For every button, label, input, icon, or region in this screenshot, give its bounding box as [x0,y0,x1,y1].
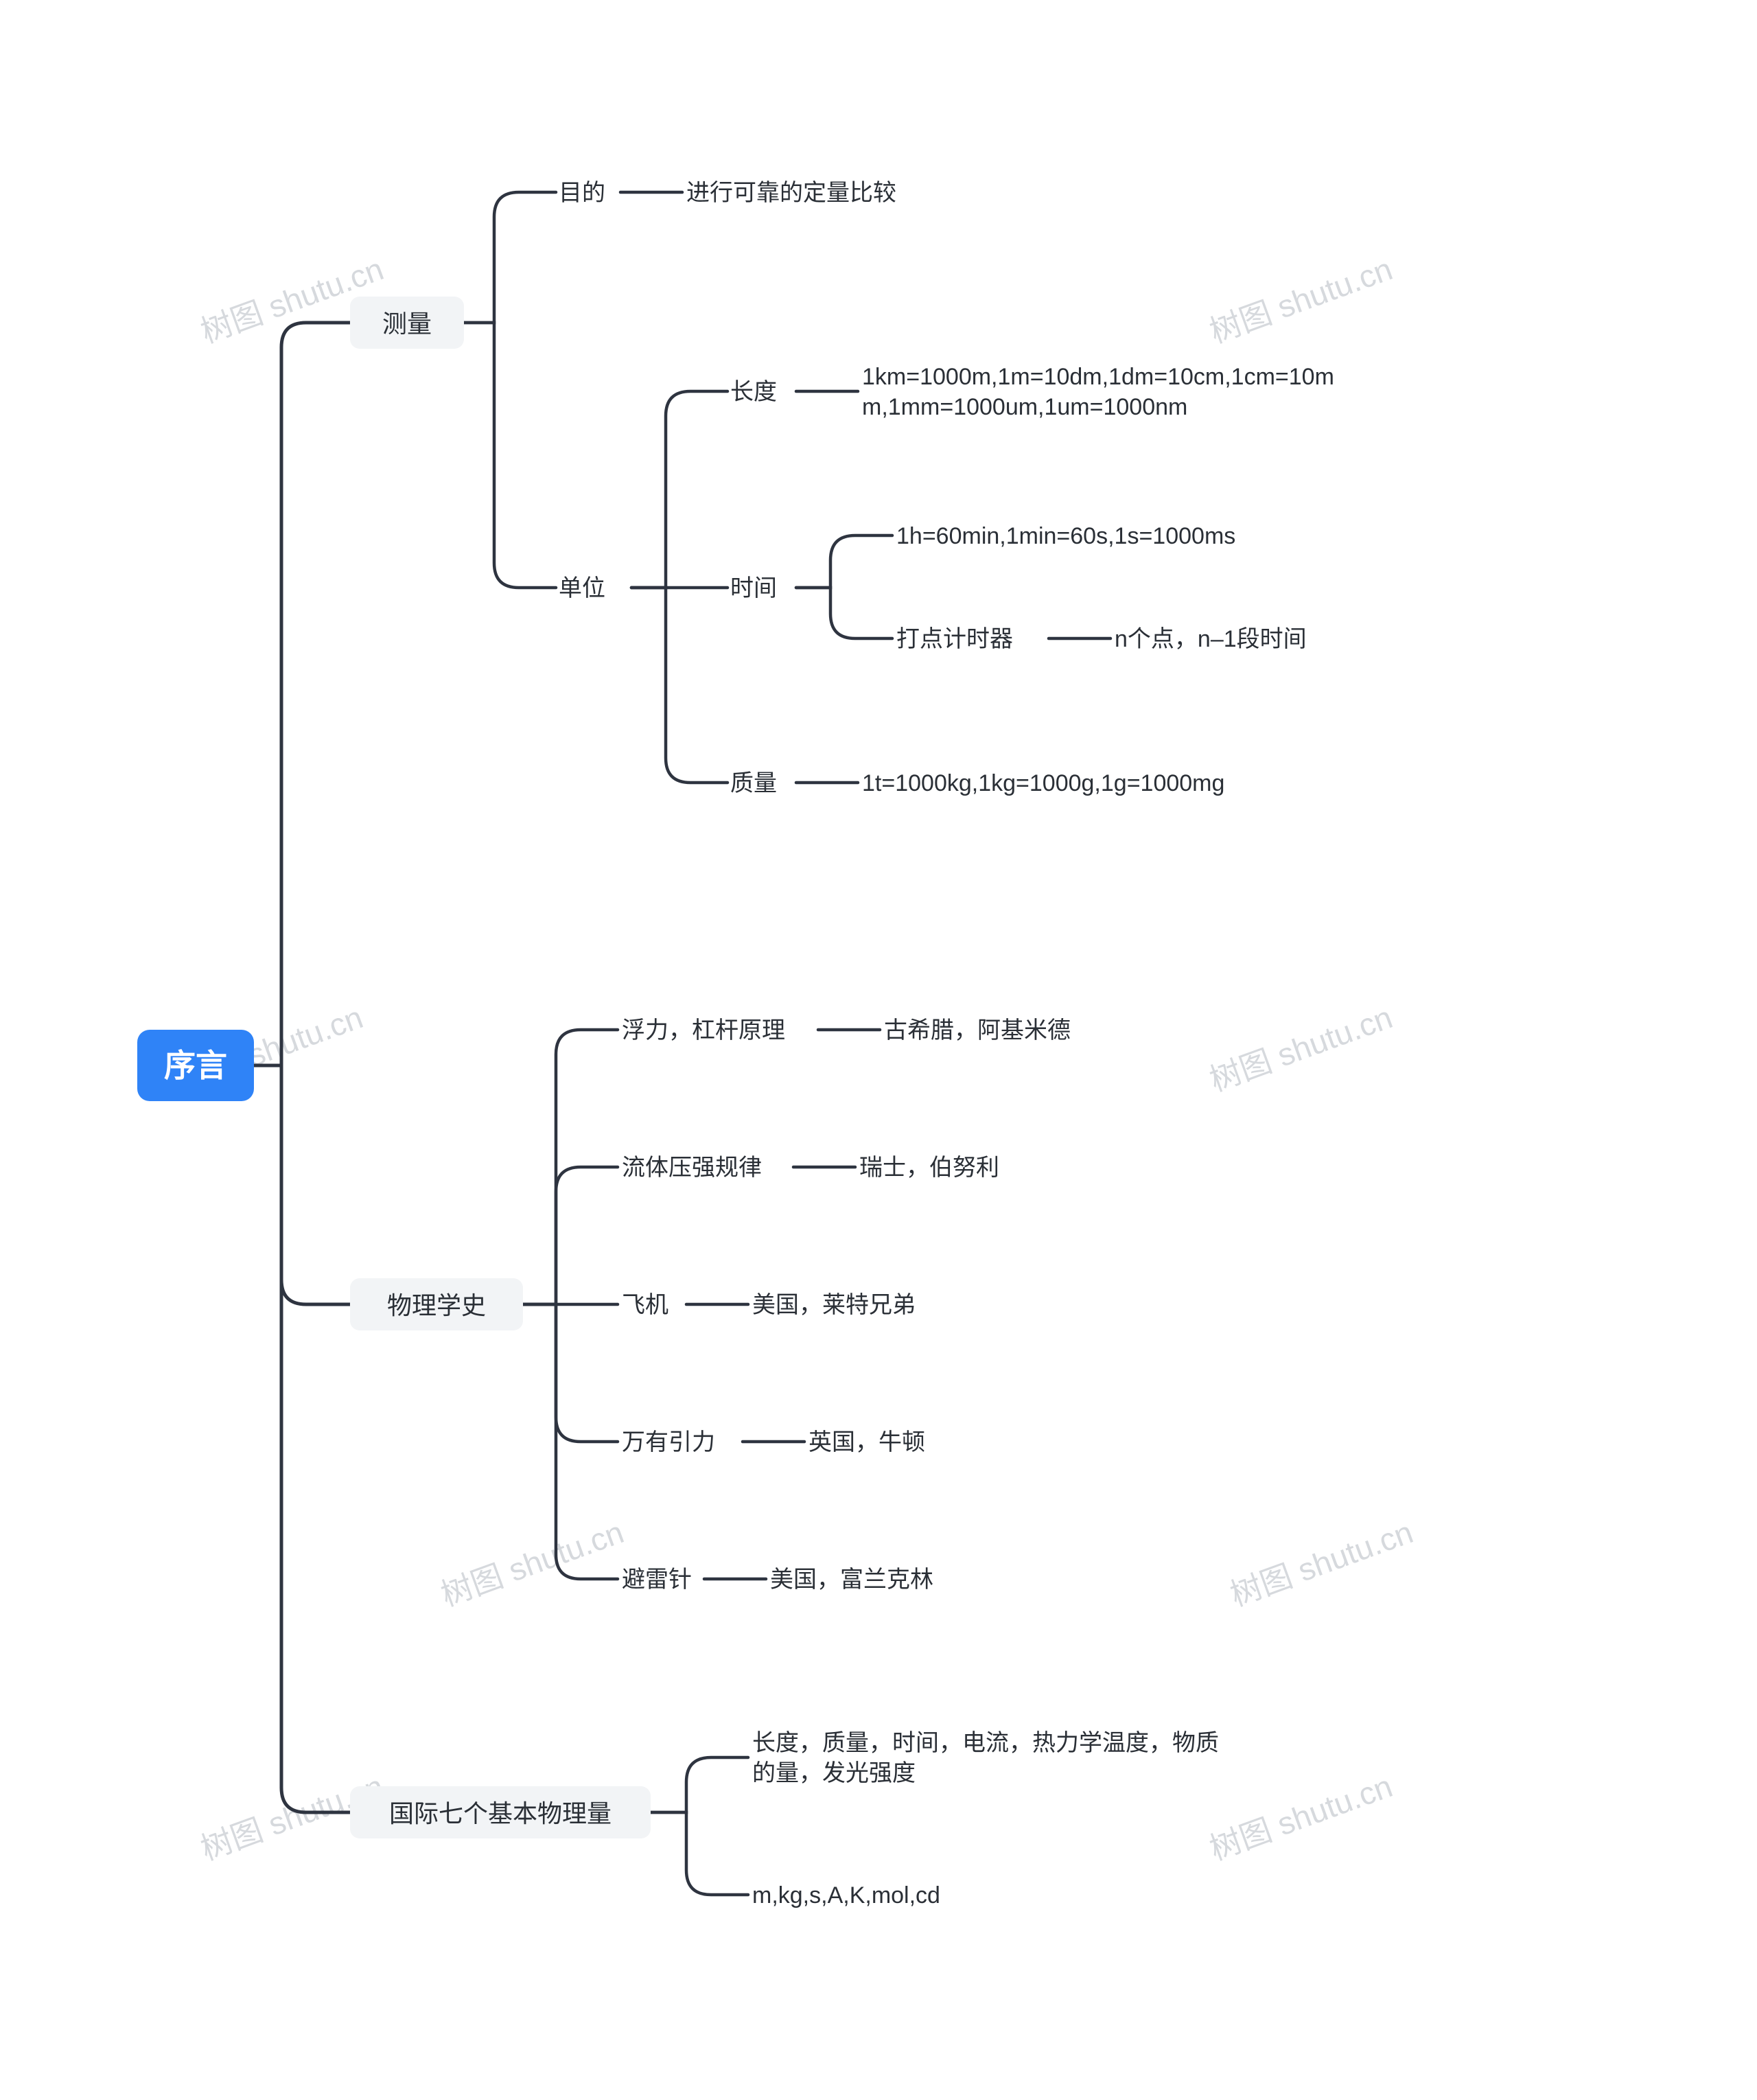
history-label: 物理学史 [387,1291,486,1319]
svg-text:时间: 时间 [730,575,777,601]
history-origin-0: 古希腊，阿基米德 [884,1017,1071,1043]
history-item-2[interactable]: 飞机 [622,1292,668,1318]
history-item-3[interactable]: 万有引力 [622,1429,715,1455]
svg-text:飞机: 飞机 [622,1292,668,1318]
node-mass-value: 1t=1000kg,1kg=1000g,1g=1000mg [862,770,1224,796]
history-origin-4: 美国，富兰克林 [770,1567,933,1593]
node-measure[interactable]: 测量 [350,297,464,349]
node-history[interactable]: 物理学史 [350,1278,523,1330]
root-label: 序言 [164,1048,227,1083]
siunits-label: 国际七个基本物理量 [389,1799,612,1827]
history-origin-2: 美国，莱特兄弟 [752,1292,916,1318]
svg-text:古希腊，阿基米德: 古希腊，阿基米德 [884,1017,1071,1043]
node-units[interactable]: 单位 [559,575,605,601]
node-mass[interactable]: 质量 [730,770,777,796]
node-ticker-value: n个点，n–1段时间 [1115,626,1307,652]
svg-text:目的: 目的 [559,180,605,206]
svg-text:浮力，杠杆原理: 浮力，杠杆原理 [622,1017,785,1043]
mindmap-canvas: 树图 shutu.cn 树图 shutu.cn 树图 shutu.cn 树图 s… [0,0,1757,2100]
node-length[interactable]: 长度 [730,379,777,405]
svg-text:瑞士，伯努利: 瑞士，伯努利 [859,1155,999,1181]
svg-text:的量，发光强度: 的量，发光强度 [752,1760,916,1786]
watermarks: 树图 shutu.cn 树图 shutu.cn 树图 shutu.cn 树图 s… [176,251,1418,1867]
svg-text:流体压强规律: 流体压强规律 [622,1155,762,1181]
svg-text:英国，牛顿: 英国，牛顿 [808,1429,925,1455]
node-ticker[interactable]: 打点计时器 [896,626,1013,652]
svg-text:1km=1000m,1m=10dm,1dm=10cm,1cm: 1km=1000m,1m=10dm,1dm=10cm,1cm=10m [862,364,1334,390]
watermark: 树图 shutu.cn [1205,999,1397,1098]
history-item-0[interactable]: 浮力，杠杆原理 [622,1017,785,1043]
watermark: 树图 shutu.cn [1226,1514,1418,1613]
node-siunits[interactable]: 国际七个基本物理量 [350,1786,651,1838]
siunits-desc: 长度，质量，时间，电流，热力学温度，物质 的量，发光强度 [752,1730,1219,1786]
svg-text:m,kg,s,A,K,mol,cd: m,kg,s,A,K,mol,cd [752,1882,940,1908]
svg-text:1h=60min,1min=60s,1s=1000ms: 1h=60min,1min=60s,1s=1000ms [896,523,1235,549]
svg-text:避雷针: 避雷针 [622,1567,692,1593]
history-item-1[interactable]: 流体压强规律 [622,1155,762,1181]
node-purpose-value: 进行可靠的定量比较 [686,180,896,206]
svg-text:长度: 长度 [730,379,777,405]
node-time[interactable]: 时间 [730,575,777,601]
node-purpose[interactable]: 目的 [559,180,605,206]
watermark: 树图 shutu.cn [1205,251,1397,349]
svg-text:打点计时器: 打点计时器 [896,626,1013,652]
svg-text:1t=1000kg,1kg=1000g,1g=1000mg: 1t=1000kg,1kg=1000g,1g=1000mg [862,770,1224,796]
watermark: 树图 shutu.cn [437,1514,629,1613]
edges [254,192,1110,1895]
svg-text:长度，质量，时间，电流，热力学温度，物质: 长度，质量，时间，电流，热力学温度，物质 [752,1730,1219,1756]
history-origin-1: 瑞士，伯努利 [859,1155,999,1181]
root-node[interactable]: 序言 [137,1030,254,1101]
node-time-line1: 1h=60min,1min=60s,1s=1000ms [896,523,1235,549]
node-length-value: 1km=1000m,1m=10dm,1dm=10cm,1cm=10m m,1mm… [862,364,1334,420]
siunits-symbols: m,kg,s,A,K,mol,cd [752,1882,940,1908]
measure-label: 测量 [382,310,432,338]
svg-text:万有引力: 万有引力 [622,1429,715,1455]
svg-text:n个点，n–1段时间: n个点，n–1段时间 [1115,626,1307,652]
svg-text:美国，莱特兄弟: 美国，莱特兄弟 [752,1292,916,1318]
history-item-4[interactable]: 避雷针 [622,1567,692,1593]
svg-text:进行可靠的定量比较: 进行可靠的定量比较 [686,180,896,206]
history-origin-3: 英国，牛顿 [808,1429,925,1455]
watermark: 树图 shutu.cn [1205,1768,1397,1867]
svg-text:质量: 质量 [730,770,777,796]
svg-text:m,1mm=1000um,1um=1000nm: m,1mm=1000um,1um=1000nm [862,394,1187,420]
svg-text:美国，富兰克林: 美国，富兰克林 [770,1567,933,1593]
svg-text:单位: 单位 [559,575,605,601]
